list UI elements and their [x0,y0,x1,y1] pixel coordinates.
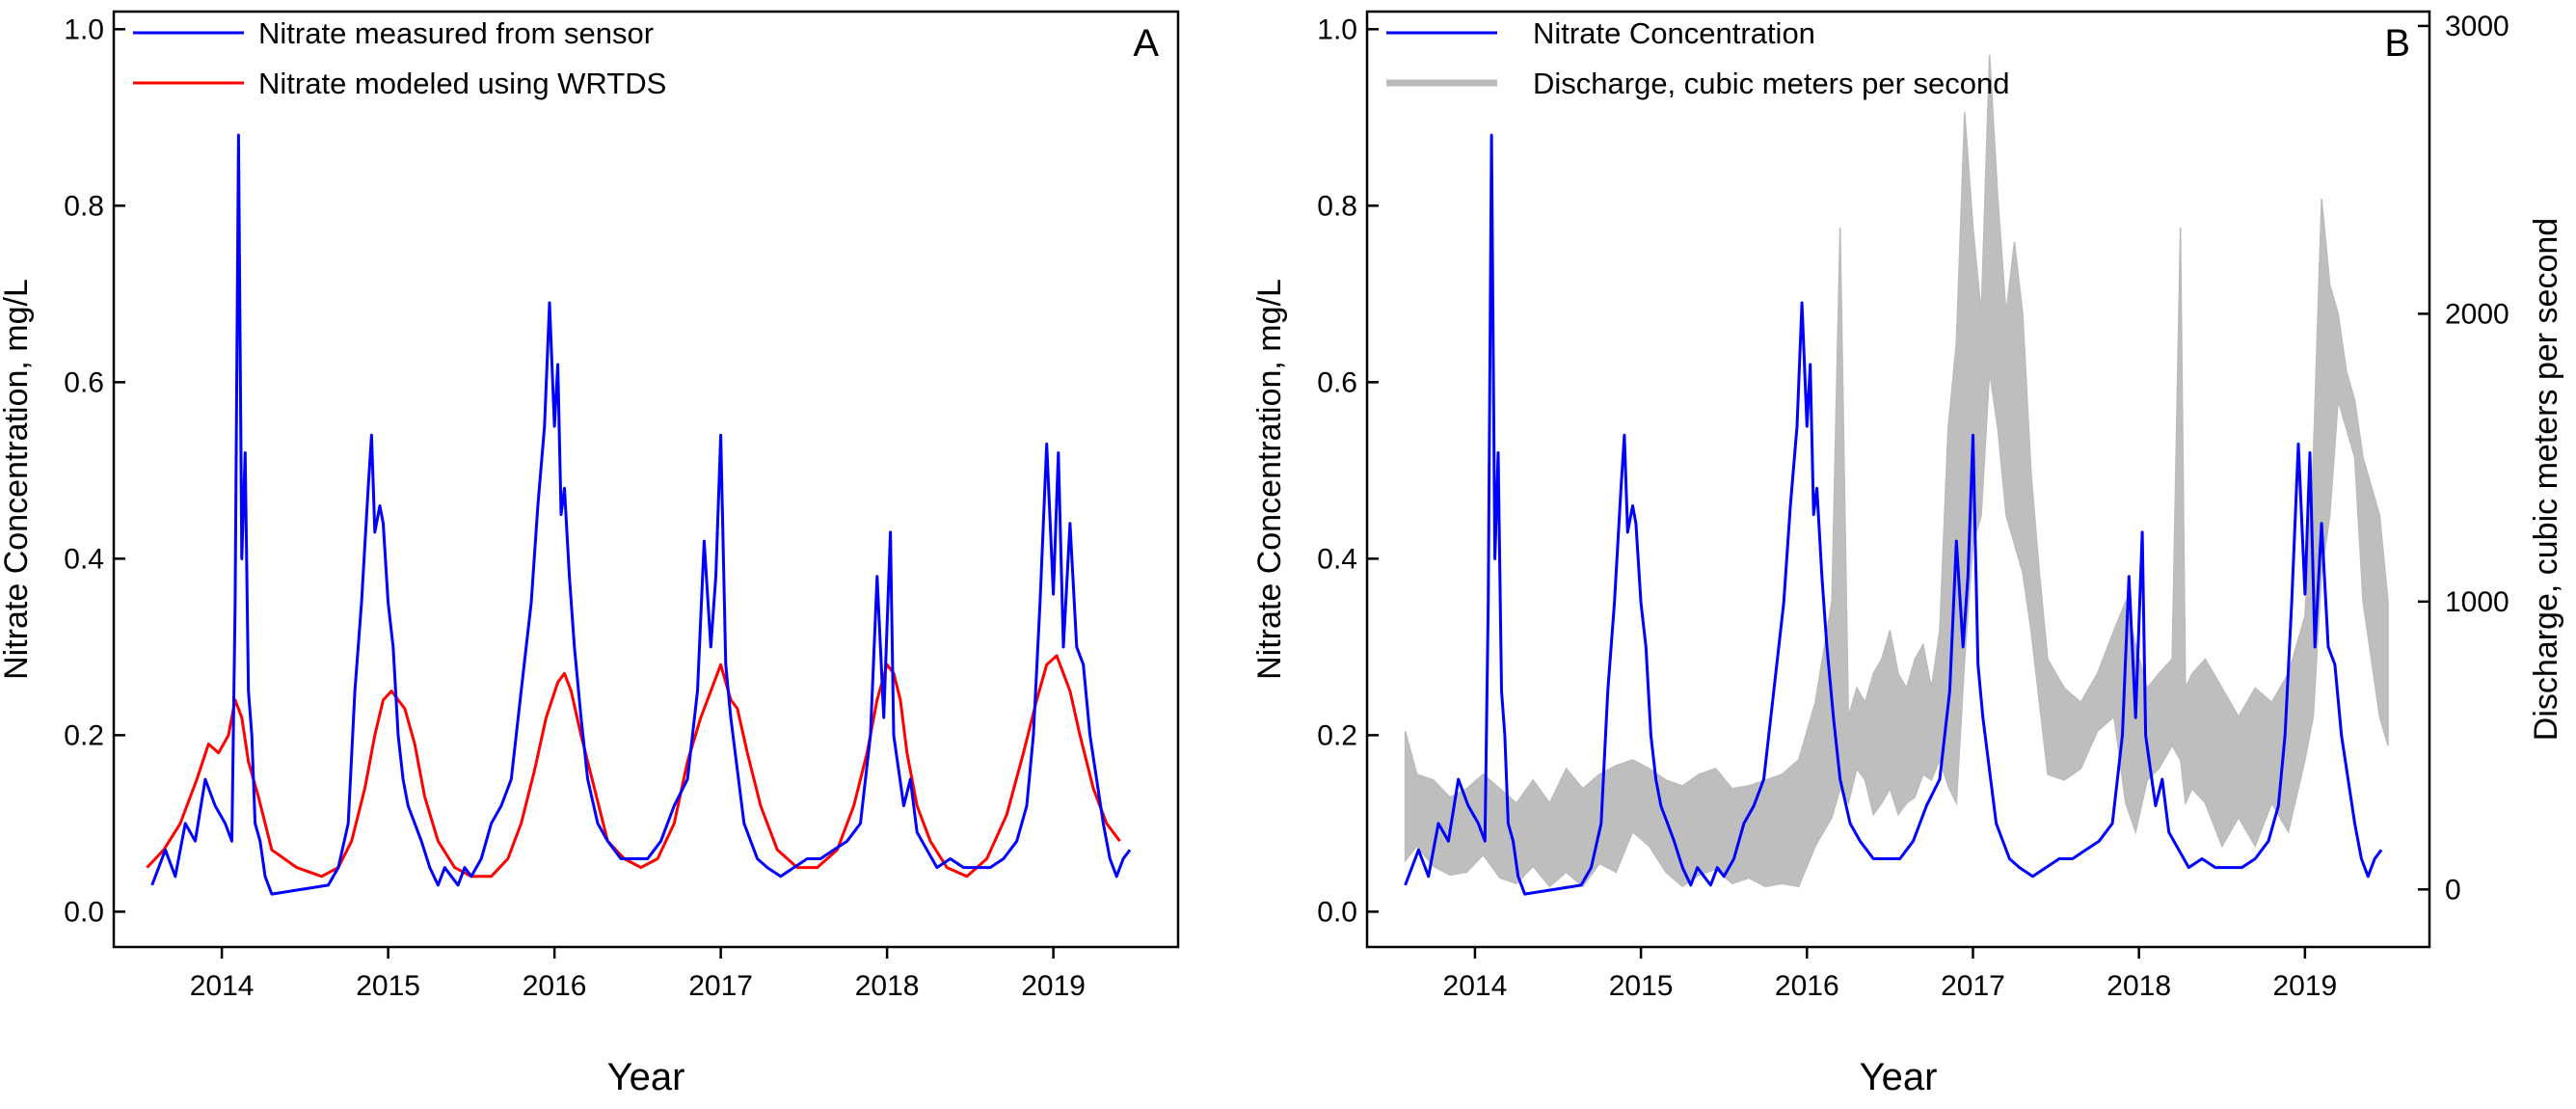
y2-tick-label: 3000 [2445,11,2509,42]
panel-b-series-layer [1404,54,2389,896]
x-tick-label: 2019 [1021,970,1086,1002]
x-tick-label: 2016 [1775,970,1839,1002]
panel-b-y-axis: 0.0 0.2 0.4 0.6 0.8 1.0 [1317,14,1379,928]
series-nitrate-line [150,133,1132,896]
panel-b-y-axis-title: Nitrate Concentration, mg/L [1251,279,1288,680]
panel-b-y2-axis-title: Discharge, cubic meters per second [2528,218,2564,741]
series-discharge-band [1404,54,2389,888]
y-tick-label: 0.4 [1317,543,1357,575]
panel-a-y-axis-title: Nitrate Concentration, mg/L [0,279,35,680]
panel-a-x-axis-title: Year [607,1056,685,1098]
y-tick-label: 0.0 [1317,896,1357,928]
y2-tick-label: 2000 [2445,298,2509,330]
legend-label-sensor: Nitrate measured from sensor [258,16,654,50]
y2-tick-label: 0 [2445,874,2461,906]
y-tick-label: 0.2 [1317,719,1357,751]
panel-b-y2-axis: 0 1000 2000 3000 [2418,11,2509,906]
x-tick-label: 2018 [2106,970,2171,1002]
x-tick-label: 2018 [855,970,920,1002]
panel-b-frame [1365,10,2431,949]
x-tick-label: 2019 [2272,970,2337,1002]
panel-b-x-axis-title: Year [1860,1056,1938,1098]
panel-b-label: B [2384,22,2410,65]
legend-label-discharge: Discharge, cubic meters per second [1533,67,2010,100]
x-tick-label: 2015 [356,970,420,1002]
y-tick-label: 0.2 [64,719,104,751]
y-tick-label: 0.8 [64,190,104,222]
y-tick-label: 1.0 [1317,14,1357,45]
y-tick-label: 0.4 [64,543,104,575]
panel-a-frame [112,10,1180,949]
y-tick-label: 0.6 [1317,366,1357,398]
legend-label-wrtds: Nitrate modeled using WRTDS [258,67,666,100]
y-tick-label: 1.0 [64,14,104,45]
y-tick-label: 0.6 [64,366,104,398]
x-tick-label: 2016 [523,970,587,1002]
legend-label-nitrate: Nitrate Concentration [1533,16,1815,50]
x-tick-label: 2014 [190,970,255,1002]
y2-tick-label: 1000 [2445,586,2509,618]
panel-a-label: A [1133,22,1159,65]
panel-a-x-axis: 2014 2015 2016 2017 2018 2019 [190,947,1086,1002]
y-tick-label: 0.8 [1317,190,1357,222]
panel-b: 2014 2015 2016 2017 2018 2019 0.0 0.2 0.4 0.6 0.8… [1251,10,2564,1098]
y-tick-label: 0.0 [64,896,104,928]
x-tick-label: 2014 [1443,970,1508,1002]
x-tick-label: 2017 [1941,970,2005,1002]
series-nitrate-line [1404,133,2383,896]
series-wrtds-line [146,654,1121,879]
x-tick-label: 2015 [1609,970,1674,1002]
panel-a-series-layer [146,133,1132,896]
x-tick-label: 2017 [688,970,753,1002]
panel-a: 2014 2015 2016 2017 2018 2019 0.0 0.2 0.4 0.6 0.8… [0,10,1180,1098]
panel-a-y-axis: 0.0 0.2 0.4 0.6 0.8 1.0 [64,14,125,928]
panel-b-legend: Nitrate Concentration Discharge, cubic m… [1386,16,2010,100]
panel-b-x-axis: 2014 2015 2016 2017 2018 2019 [1443,947,2337,1002]
panel-a-legend: Nitrate measured from sensor Nitrate mod… [133,16,666,100]
